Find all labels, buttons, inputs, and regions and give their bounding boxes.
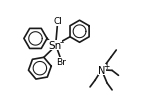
Text: +: +: [103, 62, 109, 71]
Text: N: N: [98, 65, 105, 75]
Text: –: –: [60, 37, 64, 46]
Text: Cl: Cl: [53, 17, 62, 26]
Text: Br: Br: [56, 58, 66, 66]
Text: Sn: Sn: [49, 41, 62, 51]
